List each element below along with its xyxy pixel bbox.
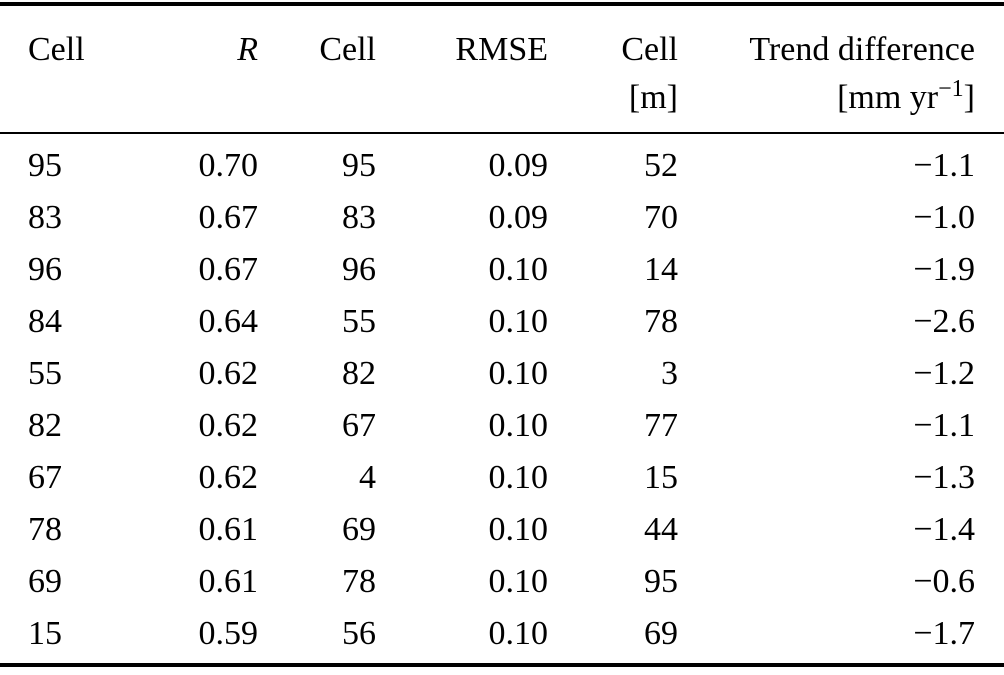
- table-cell: 95: [342, 147, 376, 184]
- table-cell: 44: [644, 511, 678, 548]
- table-cell: 0.09: [488, 147, 549, 184]
- table-cell: 0.10: [488, 251, 549, 288]
- table-cell: 0.10: [488, 511, 549, 548]
- table-row: 69 0.61 78 0.10 95 −0.6: [0, 556, 1004, 608]
- table-header: Cell R Cell RMSE Cell [m] Trend differen…: [0, 4, 1004, 134]
- table-cell: 55: [342, 303, 376, 340]
- table-cell: 78: [644, 303, 678, 340]
- table-cell: 0.62: [198, 459, 259, 496]
- table-cell: 82: [342, 355, 376, 392]
- table-cell: 0.10: [488, 355, 549, 392]
- table-cell: 78: [28, 511, 62, 548]
- table-cell: 0.10: [488, 303, 549, 340]
- table-cell: 83: [342, 199, 376, 236]
- table-cell: 95: [644, 563, 678, 600]
- header-cell-m: Cell [m]: [548, 4, 678, 134]
- table-cell: 0.62: [198, 407, 259, 444]
- table-row: 67 0.62 4 0.10 15 −1.3: [0, 452, 1004, 504]
- table-row: 96 0.67 96 0.10 14 −1.9: [0, 244, 1004, 296]
- table-row: 15 0.59 56 0.10 69 −1.7: [0, 608, 1004, 665]
- table-cell: −1.4: [913, 511, 975, 548]
- table-cell: −1.9: [913, 251, 975, 288]
- table-cell: 67: [28, 459, 62, 496]
- table-cell: 0.67: [198, 199, 259, 236]
- header-unit: [mm yr−1]: [678, 74, 975, 122]
- table-row: 55 0.62 82 0.10 3 −1.2: [0, 348, 1004, 400]
- header-unit: [m]: [628, 79, 678, 116]
- table-cell: 69: [644, 615, 678, 652]
- unit-exponent: −1: [938, 76, 964, 102]
- header-label: Cell: [319, 31, 376, 68]
- table-cell: 0.61: [198, 511, 259, 548]
- table-cell: 96: [342, 251, 376, 288]
- header-cell-1: Cell: [0, 4, 128, 134]
- table-cell: −2.6: [913, 303, 975, 340]
- table-cell: 83: [28, 199, 62, 236]
- table-cell: 70: [644, 199, 678, 236]
- table-row: 83 0.67 83 0.09 70 −1.0: [0, 192, 1004, 244]
- table-cell: 78: [342, 563, 376, 600]
- table-row: 78 0.61 69 0.10 44 −1.4: [0, 504, 1004, 556]
- table-cell: 14: [644, 251, 678, 288]
- unit-prefix: [mm yr: [837, 79, 939, 116]
- table-cell: −1.1: [913, 147, 975, 184]
- table-cell: 55: [28, 355, 62, 392]
- table-cell: 67: [342, 407, 376, 444]
- unit-suffix: ]: [963, 79, 975, 116]
- table-row: 95 0.70 95 0.09 52 −1.1: [0, 133, 1004, 192]
- table-cell: −1.0: [913, 199, 975, 236]
- table-cell: 0.70: [198, 147, 259, 184]
- table-cell: −0.6: [913, 563, 975, 600]
- table-cell: 4: [359, 459, 376, 496]
- table-cell: 0.10: [488, 615, 549, 652]
- header-cell-2: Cell: [258, 4, 376, 134]
- header-r: R: [128, 4, 258, 134]
- table-cell: 15: [644, 459, 678, 496]
- table-cell: −1.1: [913, 407, 975, 444]
- table-cell: 69: [28, 563, 62, 600]
- table-cell: 0.64: [198, 303, 259, 340]
- table-cell: 69: [342, 511, 376, 548]
- table-cell: 0.62: [198, 355, 259, 392]
- header-rmse: RMSE: [376, 4, 548, 134]
- table-cell: 82: [28, 407, 62, 444]
- table-cell: 77: [644, 407, 678, 444]
- table-cell: 0.61: [198, 563, 259, 600]
- header-label: R: [237, 31, 258, 68]
- table-cell: 0.10: [488, 407, 549, 444]
- table-cell: 95: [28, 147, 62, 184]
- table-cell: 0.67: [198, 251, 259, 288]
- table-cell: 96: [28, 251, 62, 288]
- table-cell: −1.3: [913, 459, 975, 496]
- table-cell: 56: [342, 615, 376, 652]
- table-cell: −1.7: [913, 615, 975, 652]
- table-cell: 84: [28, 303, 62, 340]
- header-label: RMSE: [455, 31, 548, 68]
- table-row: 82 0.62 67 0.10 77 −1.1: [0, 400, 1004, 452]
- table-cell: 0.09: [488, 199, 549, 236]
- header-row: Cell R Cell RMSE Cell [m] Trend differen…: [0, 4, 1004, 134]
- table-cell: −1.2: [913, 355, 975, 392]
- table-cell: 52: [644, 147, 678, 184]
- table-cell: 15: [28, 615, 62, 652]
- header-label: Cell: [28, 31, 85, 68]
- header-trend-difference: Trend difference [mm yr−1]: [678, 4, 1004, 134]
- table-cell: 0.10: [488, 563, 549, 600]
- header-label: Trend difference: [749, 31, 975, 68]
- table-body: 95 0.70 95 0.09 52 −1.1 83 0.67 83 0.09 70 −1.0 96 0.…: [0, 133, 1004, 665]
- table-cell: 3: [661, 355, 678, 392]
- header-label: Cell: [621, 31, 678, 68]
- table-row: 84 0.64 55 0.10 78 −2.6: [0, 296, 1004, 348]
- table-cell: 0.10: [488, 459, 549, 496]
- table-cell: 0.59: [198, 615, 259, 652]
